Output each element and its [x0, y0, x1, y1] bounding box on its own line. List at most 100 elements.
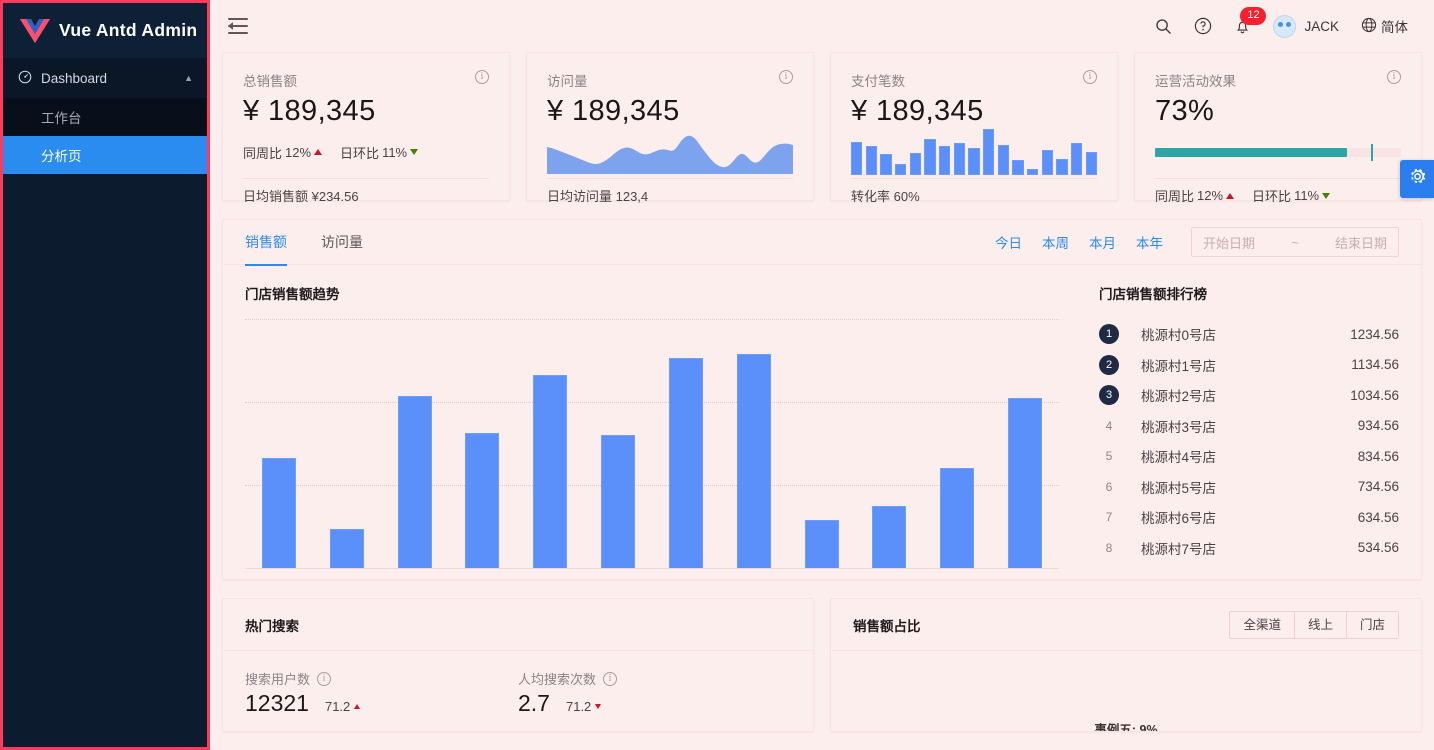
language-switcher[interactable]: 简体 [1361, 16, 1408, 36]
range-month[interactable]: 本月 [1089, 236, 1116, 251]
bar-slot [313, 528, 381, 568]
user-name: JACK [1304, 18, 1339, 34]
bar[interactable] [329, 528, 364, 568]
card-header: 热门搜索 [223, 599, 813, 651]
arrow-down-icon [595, 704, 602, 709]
info-circle-icon[interactable]: i [475, 70, 489, 84]
sales-ratio-card: 销售额占比 全渠道 线上 门店 事例五: 9% [830, 598, 1422, 732]
minibar [997, 144, 1009, 175]
metric-value-row: 2.7 71.2 [518, 690, 791, 717]
ranking-row[interactable]: 1 桃源村0号店 1234.56 [1099, 319, 1399, 350]
sidebar-item-analysis[interactable]: 分析页 [3, 136, 207, 174]
sidebar-logo[interactable]: Vue Antd Admin [3, 3, 207, 58]
gridline [245, 319, 1059, 320]
date-end-input[interactable]: 结束日期 [1334, 235, 1387, 251]
trend-label: 日环比 [340, 145, 380, 161]
stat-value: ¥ 189,345 [243, 95, 376, 127]
stat-title: 总销售额 [243, 74, 297, 89]
bar-slot [381, 395, 449, 568]
info-circle-icon[interactable]: i [603, 671, 618, 686]
bar[interactable] [1008, 397, 1043, 568]
range-year[interactable]: 本年 [1136, 236, 1163, 251]
chart-baseline [245, 568, 1059, 569]
bar[interactable] [872, 505, 907, 568]
card-body: 事例五: 9% [831, 651, 1421, 731]
bar-slot [652, 358, 720, 568]
card-title: 热门搜索 [245, 618, 299, 634]
metric-label: 人均搜索次数 [518, 672, 597, 687]
rank-value: 934.56 [1357, 418, 1399, 434]
bar[interactable] [533, 375, 568, 568]
arrow-up-icon [354, 704, 361, 709]
tab-sales[interactable]: 销售额 [245, 220, 287, 266]
tab-visits[interactable]: 访问量 [321, 220, 363, 265]
sales-panel-body: 门店销售额趋势 门店销售额排行榜 1 桃源村0号店 1234.56 2 桃源村1号店 11… [223, 265, 1421, 579]
gridline [245, 402, 1059, 403]
date-start-input[interactable]: 开始日期 [1203, 235, 1256, 251]
sidebar-item-workbench[interactable]: 工作台 [3, 98, 207, 136]
range-today[interactable]: 今日 [995, 236, 1022, 251]
bar-series [245, 319, 1059, 568]
header-actions: 12 JACK 简体 [1155, 6, 1408, 38]
progress-target-marker [1371, 143, 1374, 161]
segment-store[interactable]: 门店 [1345, 611, 1398, 638]
info-circle-icon[interactable]: i [1387, 70, 1401, 84]
bar[interactable] [261, 458, 296, 568]
bar-slot [584, 435, 652, 568]
sparkline-area-chart [547, 135, 793, 174]
bar-slot [788, 520, 856, 568]
chevron-up-icon[interactable]: ▲ [184, 73, 193, 83]
minibar [909, 153, 921, 175]
bar[interactable] [668, 358, 703, 568]
stat-footer: 日均销售额 ¥234.56 [243, 178, 489, 212]
range-week[interactable]: 本周 [1042, 236, 1069, 251]
globe-icon [1361, 17, 1377, 36]
trend-day: 日环比 11% [340, 143, 419, 162]
ranking-row[interactable]: 4 桃源村3号店 934.56 [1099, 411, 1399, 442]
ranking-row[interactable]: 5 桃源村4号店 834.56 [1099, 441, 1399, 472]
bar[interactable] [465, 433, 500, 568]
metric-delta-value: 71.2 [565, 699, 592, 714]
ranking-row[interactable]: 8 桃源村7号店 534.56 [1099, 533, 1399, 564]
search-icon[interactable] [1155, 18, 1172, 35]
info-circle-icon[interactable]: i [779, 70, 793, 84]
tab-label: 访问量 [321, 234, 363, 250]
metric-value: 12321 [245, 690, 309, 716]
bar-slot [720, 354, 788, 568]
rank-value: 1034.56 [1350, 387, 1399, 403]
rank-store-name: 桃源村1号店 [1141, 358, 1217, 374]
ranking-row[interactable]: 6 桃源村5号店 734.56 [1099, 472, 1399, 503]
bell-icon[interactable]: 12 [1234, 6, 1267, 35]
menu-fold-icon[interactable] [228, 18, 248, 34]
pie-slice-label: 事例五: 9% [1094, 723, 1158, 731]
bar[interactable] [601, 435, 636, 568]
stat-value: ¥ 189,345 [851, 95, 984, 127]
bar[interactable] [397, 395, 432, 568]
gridline [245, 485, 1059, 486]
trend-pct: 12% [285, 144, 312, 160]
question-circle-icon[interactable] [1194, 17, 1212, 35]
bar[interactable] [940, 468, 975, 568]
sidebar-group-dashboard[interactable]: Dashboard ▲ [3, 58, 207, 98]
info-circle-icon[interactable]: i [1083, 70, 1097, 84]
ranking-row[interactable]: 7 桃源村6号店 634.56 [1099, 502, 1399, 533]
rank-store-name: 桃源村0号店 [1141, 328, 1217, 344]
bar[interactable] [804, 520, 839, 568]
bar[interactable] [736, 354, 771, 568]
card-title: 销售额占比 [853, 618, 921, 634]
pie-chart: 事例五: 9% [853, 669, 1399, 731]
ranking-row[interactable]: 2 桃源村1号店 1134.56 [1099, 350, 1399, 381]
chart-title: 门店销售额趋势 [245, 287, 340, 302]
user-menu[interactable]: JACK [1273, 14, 1339, 38]
segment-online[interactable]: 线上 [1293, 611, 1346, 638]
ranking-row[interactable]: 3 桃源村2号店 1034.56 [1099, 380, 1399, 411]
progress-fill [1155, 147, 1347, 157]
settings-drawer-toggle[interactable] [1400, 160, 1434, 198]
trend-label: 同周比 [243, 145, 283, 161]
info-circle-icon[interactable]: i [317, 671, 332, 686]
trend-label: 日环比 [1252, 189, 1292, 204]
segment-all-channels[interactable]: 全渠道 [1243, 617, 1281, 632]
date-range-picker[interactable]: 开始日期 ~ 结束日期 [1191, 227, 1399, 257]
metric-search-users: 搜索用户数 i 12321 71.2 [245, 669, 518, 717]
minibar [968, 147, 980, 175]
